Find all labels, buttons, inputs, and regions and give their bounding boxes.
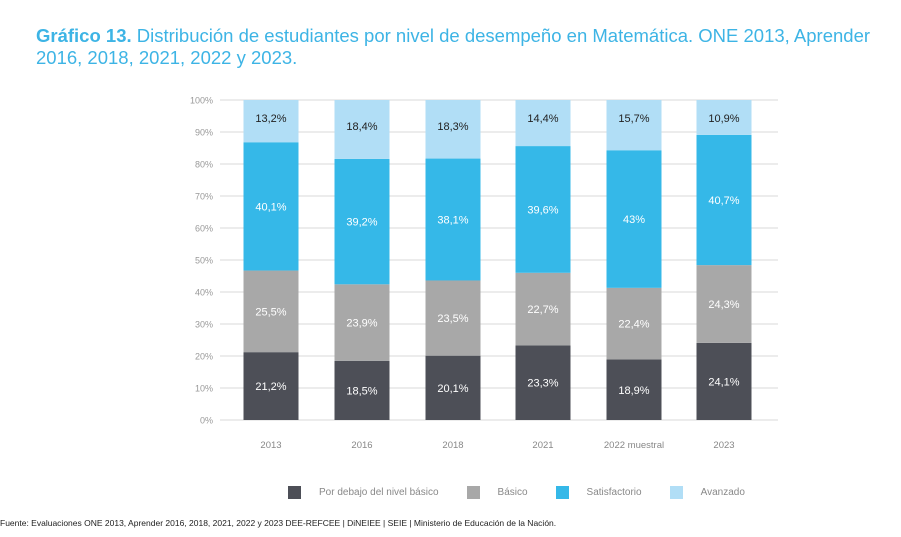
bar-segment [606, 359, 662, 420]
y-tick-label: 70% [195, 192, 213, 202]
data-label: 18,4% [346, 121, 377, 133]
bar-segment [425, 280, 481, 356]
title-text: Distribución de estudiantes por nivel de… [36, 25, 871, 68]
bar-segment [425, 355, 481, 420]
legend: Por debajo del nivel básico Básico Satisfa… [288, 486, 773, 499]
data-label: 18,9% [618, 385, 649, 397]
bar-segment [243, 100, 299, 143]
bar-segment [334, 100, 390, 159]
legend-label: Básico [497, 487, 528, 498]
x-tick-label: 2023 [713, 440, 734, 451]
data-label: 18,5% [346, 385, 377, 397]
bar-segment [334, 158, 390, 285]
x-tick-label: 2016 [351, 440, 372, 451]
bar-segment [515, 146, 571, 273]
legend-swatch [669, 486, 683, 499]
data-label: 22,4% [618, 319, 649, 331]
data-label: 13,2% [255, 113, 286, 125]
bar-segment [243, 352, 299, 420]
bar-segment [515, 272, 571, 346]
bar-segment [606, 100, 662, 151]
legend-swatch [466, 486, 480, 499]
legend-item: Por debajo del nivel básico [288, 486, 439, 499]
bar-segment [515, 345, 571, 420]
data-label: 18,3% [437, 121, 468, 133]
y-tick-label: 80% [195, 160, 213, 170]
bar-segment [515, 100, 571, 147]
data-label: 15,7% [618, 113, 649, 125]
bar-segment [243, 142, 299, 271]
x-tick-label: 2022 muestral [604, 440, 664, 451]
data-label: 38,1% [437, 215, 468, 227]
legend-swatch [288, 486, 301, 499]
bar-segment [606, 150, 662, 288]
data-label: 40,1% [255, 201, 286, 213]
data-label: 14,4% [527, 113, 558, 125]
data-label: 23,9% [346, 318, 377, 330]
bar-segment [696, 134, 752, 266]
source-note: Fuente: Evaluaciones ONE 2013, Aprender … [0, 518, 557, 528]
legend-label: Satisfactorio [586, 487, 642, 498]
bar-segment [696, 342, 752, 420]
y-tick-label: 10% [195, 384, 213, 394]
data-label: 39,2% [346, 217, 377, 229]
bar-segment [425, 158, 481, 281]
y-tick-label: 60% [195, 224, 213, 234]
data-label: 39,6% [527, 204, 558, 216]
legend-item: Satisfactorio [555, 486, 642, 499]
y-tick-label: 40% [195, 288, 213, 298]
legend-label: Avanzado [700, 487, 745, 498]
bar-segment [696, 100, 752, 135]
y-tick-label: 90% [195, 128, 213, 138]
y-tick-label: 100% [190, 96, 213, 106]
data-label: 43% [623, 214, 645, 226]
bar-segment [243, 270, 299, 353]
y-tick-label: 0% [200, 416, 213, 426]
x-tick-label: 2021 [532, 440, 553, 451]
data-label: 23,3% [527, 378, 558, 390]
data-label: 23,5% [437, 313, 468, 325]
data-label: 20,1% [437, 383, 468, 395]
y-tick-label: 30% [195, 320, 213, 330]
y-tick-label: 20% [195, 352, 213, 362]
data-label: 40,7% [708, 195, 739, 207]
bar-segment [334, 284, 390, 361]
legend-item: Básico [466, 486, 528, 499]
y-tick-label: 50% [195, 256, 213, 266]
title-bold: Gráfico 13. [36, 25, 132, 46]
data-label: 22,7% [527, 304, 558, 316]
chart-title: Gráfico 13. Distribución de estudiantes … [36, 25, 886, 69]
legend-swatch [555, 486, 569, 499]
bar-segment [606, 287, 662, 360]
bar-segment [425, 100, 481, 159]
x-tick-label: 2013 [260, 440, 281, 451]
data-label: 25,5% [255, 306, 286, 318]
data-label: 24,1% [708, 376, 739, 388]
legend-label: Por debajo del nivel básico [319, 487, 439, 498]
data-label: 24,3% [708, 299, 739, 311]
data-label: 21,2% [255, 381, 286, 393]
bar-segment [334, 360, 390, 420]
x-tick-label: 2018 [442, 440, 463, 451]
legend-item: Avanzado [669, 486, 745, 499]
data-label: 10,9% [708, 113, 739, 125]
bar-segment [696, 265, 752, 343]
